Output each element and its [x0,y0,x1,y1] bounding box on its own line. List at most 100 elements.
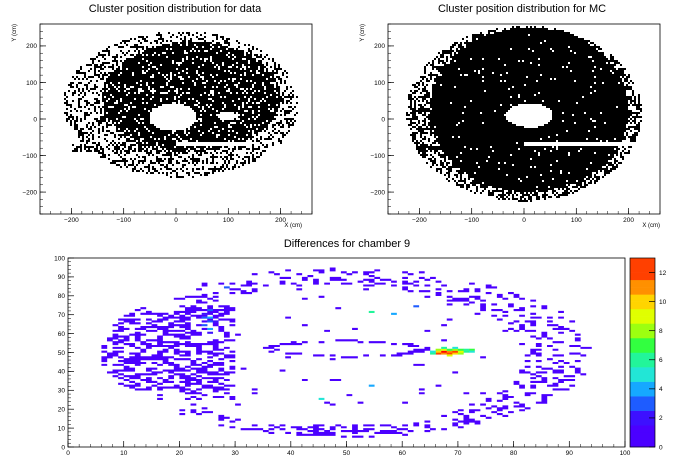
mc-panel-ytick-label: 200 [374,43,385,50]
heatmap-hot-cell [446,350,453,353]
heatmap-hot-cell [435,350,442,353]
colorbar-step [630,439,655,448]
chamber-differences-panel: Differences for chamber 9 0 10 20 30 40 50 60 7… [54,238,666,457]
colorbar-step [630,258,655,266]
mc-panel-xtick-label: 200 [623,217,634,224]
mc-scatter-points [406,26,642,202]
mc-panel-points [406,26,642,202]
data-panel-title: Cluster position distribution for data [89,3,262,15]
mc-panel-xlabel: X (cm) [642,223,660,229]
colorbar-step [630,374,655,382]
mc-panel-xtick-label: −200 [412,217,427,224]
heatmap-hot-cell [207,320,214,323]
colorbar-step [630,432,655,441]
colorbar-step [630,308,655,317]
colorbar-step [630,301,655,310]
heatmap-hot-cell [452,350,459,353]
heatmap-hot-cell [457,352,464,355]
data-panel-axes: −200 −100 0 100 200 −200 −100 0 100 200 [22,23,313,224]
heatmap-hot-cell [201,324,208,327]
colorbar-step [630,323,655,331]
heatmap-hot-cell [441,352,447,355]
data-panel-ylabel: Y (cm) [12,24,18,42]
colorbar-step [630,410,655,419]
mc-panel-title: Cluster position distribution for MC [438,3,606,15]
heatmap-ytick-label: 70 [58,312,66,319]
heatmap-xtick-label: 40 [287,450,295,457]
colorbar-step [630,287,655,295]
heatmap-hot-cell [207,331,214,334]
heatmap-hot-cell [435,352,442,355]
data-panel-ytick-label: 200 [26,43,37,50]
data-panel-ytick-label: −200 [22,189,37,196]
mc-panel-xtick-label: −100 [464,217,479,224]
heatmap-hot-cell [469,350,475,353]
heatmap-ytick-label: 10 [58,425,66,432]
heatmap-ytick-label: 30 [58,388,66,395]
colorbar-step [630,403,655,411]
data-panel-xtick-label: 100 [223,217,234,224]
colorbar-step [630,345,655,353]
heatmap-xtick-label: 30 [231,450,239,457]
heatmap-ytick-label: 60 [58,331,66,338]
heatmap-hot-cell [452,352,459,355]
colorbar-step [630,425,655,433]
heatmap-hot-cell [446,354,453,357]
colorbar-step [630,337,655,346]
colorbar-step [630,381,655,390]
colorbar-step [630,330,655,339]
heatmap-xtick-label: 70 [454,450,462,457]
heatmap-hot-cell [207,309,214,312]
colorbar-step [630,352,655,361]
mc-panel-ytick-label: 100 [374,80,385,87]
heatmap-hot-cell [446,352,453,355]
heatmap-hot-cell [212,320,219,323]
colorbar-tick-label: 8 [659,328,663,335]
heatmap-hot-cell [441,346,447,349]
colorbar-step [630,279,655,288]
heatmap-hot-cell [469,348,475,351]
heatmap-hot-cell [435,348,442,351]
heatmap-hot-cell [223,286,230,289]
heatmap-xtick-label: 50 [343,450,351,457]
differences-title: Differences for chamber 9 [284,238,410,250]
data-panel-xtick-label: −200 [64,217,79,224]
heatmap-hot-cell [452,346,459,349]
mc-panel-xtick-label: 100 [571,217,582,224]
heatmap-axes: 0 10 20 30 40 50 60 70 80 90 100 0 10 20 30 40 50 60 70 80 9… [54,255,631,457]
heatmap-hot-cell [201,316,208,319]
data-distribution-panel: Cluster position distribution for data −… [12,3,313,229]
colorbar-tick-label: 6 [659,357,663,364]
heatmap-hot-cell [413,305,420,308]
colorbar-frame [629,257,656,448]
heatmap-hot-cell [430,350,436,353]
heatmap-hot-cell [318,397,325,400]
colorbar-step [630,367,655,375]
heatmap-hot-cell [441,350,447,353]
colorbar-step [630,388,655,397]
heatmap-ytick-label: 80 [58,293,66,300]
colorbar-step [630,265,655,273]
heatmap-hot-cell [430,352,436,355]
heatmap-xtick-label: 100 [620,450,631,457]
colorbar-step [630,359,655,368]
heatmap-hot-cell [446,348,453,351]
heatmap-hot-cell [368,310,375,314]
colorbar-step [630,294,655,302]
heatmap-xtick-label: 10 [120,450,128,457]
mc-distribution-panel: Cluster position distribution for MC −20… [360,3,661,229]
heatmap-hot-cell [207,316,214,319]
data-panel-xtick-label: 0 [174,217,178,224]
colorbar-tick-label: 4 [659,386,663,393]
heatmap-ytick-label: 20 [58,407,66,414]
heatmap-hot-cell [457,348,464,351]
mc-panel-ytick-label: −100 [370,153,385,160]
data-panel-xtick-label: −100 [116,217,131,224]
heatmap-xtick-label: 80 [510,450,518,457]
data-scatter-points [64,32,298,178]
data-panel-xtick-label: 200 [275,217,286,224]
colorbar-step [630,316,655,324]
heatmap-cells [101,267,592,438]
heatmap-hot-cell [201,312,208,315]
heatmap-hot-cell [441,348,447,351]
